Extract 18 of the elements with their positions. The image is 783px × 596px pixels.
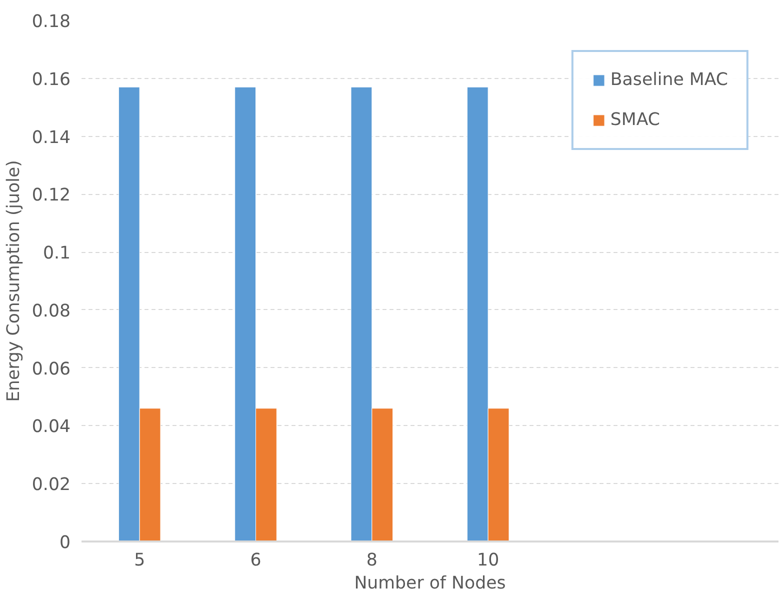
y-tick-label: 0.16: [32, 70, 71, 90]
x-tick-label: 10: [477, 550, 500, 570]
y-tick-label: 0.02: [32, 475, 71, 496]
y-tick-label: 0.04: [32, 417, 71, 438]
x-axis-title: Number of Nodes: [354, 574, 506, 594]
x-tick-label: 8: [366, 550, 378, 570]
y-tick-label: 0: [59, 533, 71, 553]
legend-label: SMAC: [610, 110, 660, 130]
y-tick-label: 0.14: [32, 128, 71, 148]
x-tick-label: 5: [134, 550, 146, 570]
y-tick-label: 0.08: [32, 301, 71, 322]
y-tick-label: 0.1: [42, 244, 71, 264]
legend-label: Baseline MAC: [610, 70, 728, 90]
y-tick-label: 0.12: [32, 186, 71, 206]
x-tick-label: 6: [250, 550, 262, 570]
y-tick-label: 0.06: [32, 359, 71, 380]
y-axis-title: Energy Consumption (juole): [4, 160, 24, 402]
y-tick-label: 0.18: [32, 12, 71, 32]
